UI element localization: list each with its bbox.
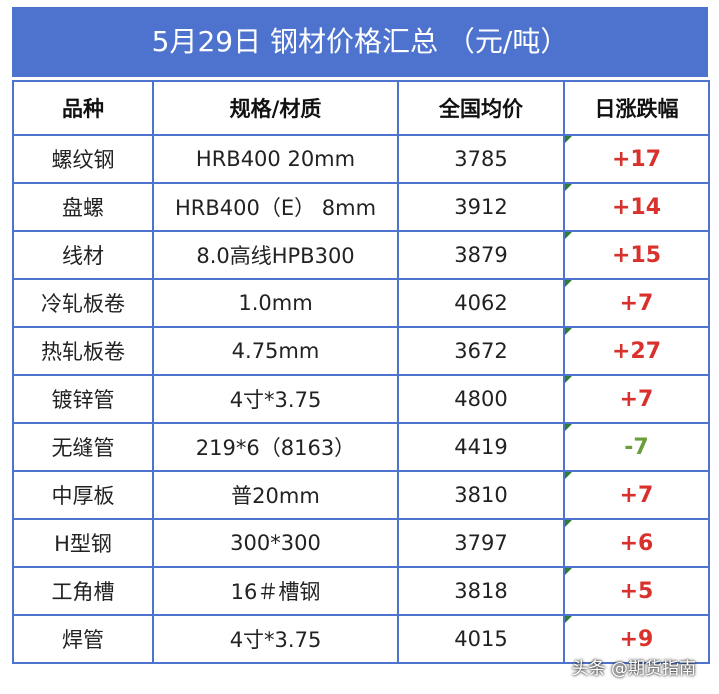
cell-corner-marker [566, 281, 572, 287]
cell-avg-price: 3810 [397, 470, 565, 520]
cell-product: 焊管 [12, 614, 154, 664]
cell-corner-marker [566, 569, 572, 575]
cell-avg-price: 3785 [397, 134, 565, 184]
cell-product: 线材 [12, 230, 154, 280]
cell-spec: HRB400（E） 8mm [152, 182, 399, 232]
table-row: 中厚板 普20mm 3810 +7 [12, 470, 710, 520]
table-row: 线材 8.0高线HPB300 3879 +15 [12, 230, 710, 280]
cell-daily-change: +5 [563, 566, 710, 616]
cell-corner-marker [566, 137, 572, 143]
cell-daily-change: +7 [563, 374, 710, 424]
watermark: 头条 @期货指南 [571, 659, 696, 679]
page-title: 5月29日 钢材价格汇总 （元/吨） [12, 7, 708, 77]
price-summary-panel: 5月29日 钢材价格汇总 （元/吨） 品种 规格/材质 全国均价 日涨跌幅 螺纹… [12, 7, 710, 687]
table-row: 盘螺 HRB400（E） 8mm 3912 +14 [12, 182, 710, 232]
cell-spec: 16＃槽钢 [152, 566, 399, 616]
cell-spec: HRB400 20mm [152, 134, 399, 184]
cell-spec: 4.75mm [152, 326, 399, 376]
table-row: 热轧板卷 4.75mm 3672 +27 [12, 326, 710, 376]
column-header-avg-price: 全国均价 [397, 80, 565, 136]
cell-product: 盘螺 [12, 182, 154, 232]
cell-avg-price: 4419 [397, 422, 565, 472]
cell-daily-change: +15 [563, 230, 710, 280]
table-row: 镀锌管 4寸*3.75 4800 +7 [12, 374, 710, 424]
table-body: 螺纹钢 HRB400 20mm 3785 +17 盘螺 HRB400（E） 8mm 3912… [12, 134, 710, 664]
cell-avg-price: 4800 [397, 374, 565, 424]
cell-product: 冷轧板卷 [12, 278, 154, 328]
cell-spec: 1.0mm [152, 278, 399, 328]
price-table: 品种 规格/材质 全国均价 日涨跌幅 螺纹钢 HRB400 20mm 3785 +17… [12, 80, 710, 664]
cell-product: 无缝管 [12, 422, 154, 472]
cell-spec: 300*300 [152, 518, 399, 568]
cell-avg-price: 3879 [397, 230, 565, 280]
cell-avg-price: 3797 [397, 518, 565, 568]
cell-product: 螺纹钢 [12, 134, 154, 184]
cell-avg-price: 3818 [397, 566, 565, 616]
cell-daily-change: +7 [563, 278, 710, 328]
cell-avg-price: 4015 [397, 614, 565, 664]
table-row: 工角槽 16＃槽钢 3818 +5 [12, 566, 710, 616]
cell-corner-marker [566, 617, 572, 623]
cell-daily-change: +14 [563, 182, 710, 232]
cell-corner-marker [566, 233, 572, 239]
cell-corner-marker [566, 185, 572, 191]
cell-spec: 8.0高线HPB300 [152, 230, 399, 280]
cell-daily-change: -7 [563, 422, 710, 472]
cell-product: 工角槽 [12, 566, 154, 616]
cell-spec: 4寸*3.75 [152, 614, 399, 664]
cell-spec: 普20mm [152, 470, 399, 520]
cell-product: H型钢 [12, 518, 154, 568]
table-row: 焊管 4寸*3.75 4015 +9 [12, 614, 710, 664]
cell-corner-marker [566, 473, 572, 479]
cell-spec: 219*6（8163） [152, 422, 399, 472]
cell-daily-change: +27 [563, 326, 710, 376]
cell-daily-change: +7 [563, 470, 710, 520]
table-row: H型钢 300*300 3797 +6 [12, 518, 710, 568]
column-header-spec: 规格/材质 [152, 80, 399, 136]
cell-product: 中厚板 [12, 470, 154, 520]
cell-spec: 4寸*3.75 [152, 374, 399, 424]
cell-avg-price: 3912 [397, 182, 565, 232]
cell-daily-change: +17 [563, 134, 710, 184]
table-row: 螺纹钢 HRB400 20mm 3785 +17 [12, 134, 710, 184]
table-row: 无缝管 219*6（8163） 4419 -7 [12, 422, 710, 472]
table-row: 冷轧板卷 1.0mm 4062 +7 [12, 278, 710, 328]
cell-corner-marker [566, 425, 572, 431]
table-header-row: 品种 规格/材质 全国均价 日涨跌幅 [12, 80, 710, 136]
column-header-daily-change: 日涨跌幅 [563, 80, 710, 136]
cell-corner-marker [566, 377, 572, 383]
cell-corner-marker [566, 329, 572, 335]
cell-daily-change: +9 [563, 614, 710, 664]
column-header-product: 品种 [12, 80, 154, 136]
cell-daily-change: +6 [563, 518, 710, 568]
cell-corner-marker [566, 521, 572, 527]
cell-product: 镀锌管 [12, 374, 154, 424]
cell-avg-price: 4062 [397, 278, 565, 328]
cell-product: 热轧板卷 [12, 326, 154, 376]
cell-avg-price: 3672 [397, 326, 565, 376]
